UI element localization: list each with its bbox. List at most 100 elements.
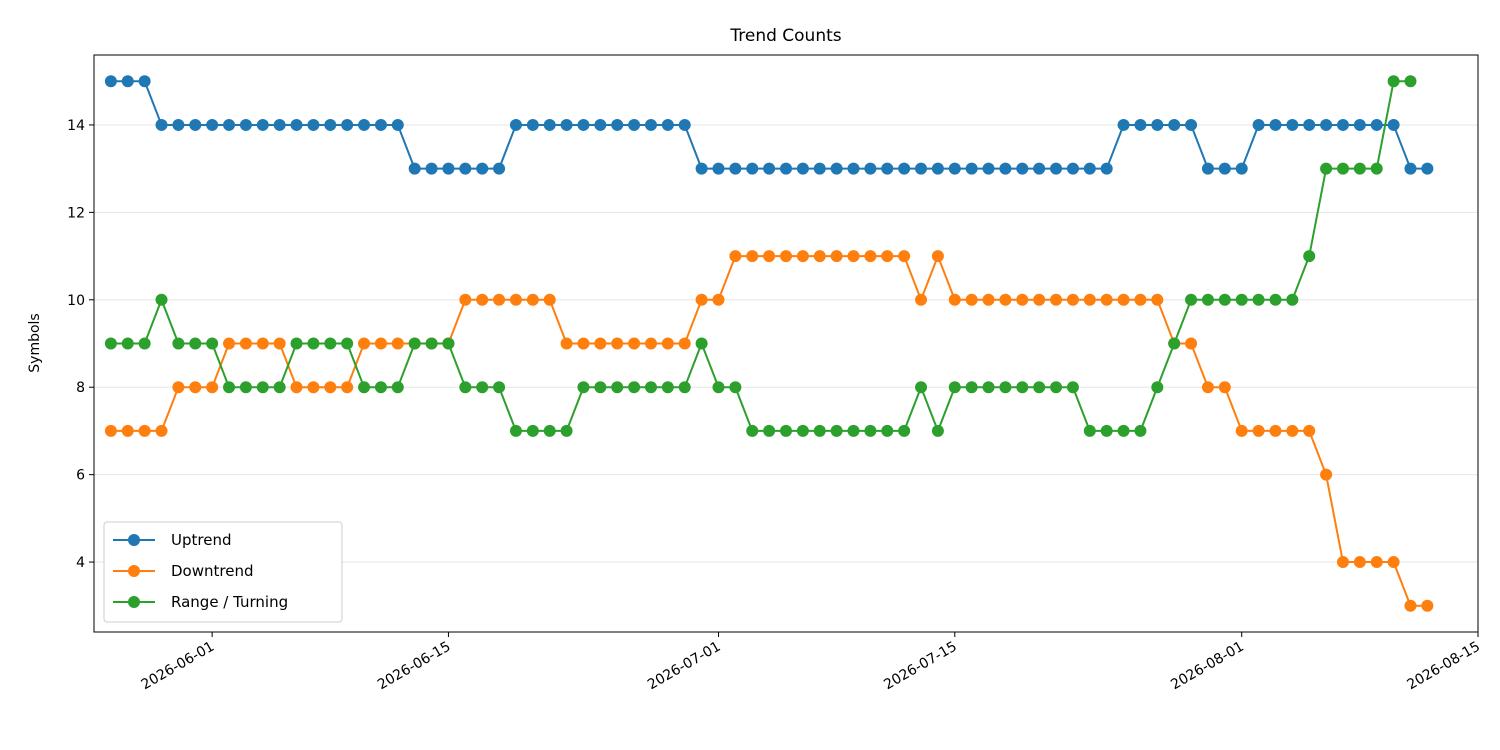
data-point bbox=[1218, 381, 1231, 394]
data-point bbox=[1185, 118, 1198, 131]
data-point bbox=[459, 381, 472, 394]
data-point bbox=[864, 424, 877, 437]
data-point bbox=[374, 337, 387, 350]
data-point bbox=[476, 381, 489, 394]
data-point bbox=[729, 381, 742, 394]
data-point bbox=[1134, 293, 1147, 306]
data-point bbox=[1370, 118, 1383, 131]
data-point bbox=[358, 381, 371, 394]
data-point bbox=[830, 162, 843, 175]
data-point bbox=[324, 381, 337, 394]
data-point bbox=[459, 293, 472, 306]
data-point bbox=[1404, 162, 1417, 175]
legend-marker bbox=[128, 534, 140, 546]
data-point bbox=[374, 118, 387, 131]
data-point bbox=[1168, 337, 1181, 350]
y-axis-label: Symbols bbox=[27, 313, 43, 372]
data-point bbox=[324, 337, 337, 350]
data-point bbox=[121, 75, 134, 88]
data-point bbox=[1235, 162, 1248, 175]
y-tick-label: 12 bbox=[67, 205, 85, 221]
data-point bbox=[172, 118, 185, 131]
data-point bbox=[712, 162, 725, 175]
data-point bbox=[1336, 162, 1349, 175]
data-point bbox=[1320, 468, 1333, 481]
data-point bbox=[796, 250, 809, 263]
data-point bbox=[881, 424, 894, 437]
data-point bbox=[898, 424, 911, 437]
data-point bbox=[1100, 293, 1113, 306]
data-point bbox=[898, 162, 911, 175]
data-point bbox=[1252, 293, 1265, 306]
data-point bbox=[628, 337, 641, 350]
legend-label: Uptrend bbox=[171, 531, 231, 549]
data-point bbox=[1269, 118, 1282, 131]
data-point bbox=[1066, 162, 1079, 175]
y-tick-label: 8 bbox=[76, 380, 85, 396]
legend-box bbox=[103, 521, 343, 623]
data-point bbox=[1286, 118, 1299, 131]
data-point bbox=[104, 75, 117, 88]
data-point bbox=[1185, 293, 1198, 306]
data-point bbox=[1370, 162, 1383, 175]
data-point bbox=[391, 118, 404, 131]
data-point bbox=[543, 293, 556, 306]
data-point bbox=[1066, 381, 1079, 394]
data-point bbox=[1201, 162, 1214, 175]
data-point bbox=[1185, 337, 1198, 350]
data-point bbox=[746, 424, 759, 437]
data-point bbox=[813, 250, 826, 263]
data-point bbox=[239, 381, 252, 394]
data-point bbox=[796, 162, 809, 175]
data-point bbox=[1252, 424, 1265, 437]
y-tick-label: 4 bbox=[76, 555, 85, 571]
data-point bbox=[965, 381, 978, 394]
data-point bbox=[915, 162, 928, 175]
data-point bbox=[780, 250, 792, 263]
data-point bbox=[678, 381, 691, 394]
data-point bbox=[206, 381, 219, 394]
data-point bbox=[239, 118, 252, 131]
data-point bbox=[493, 162, 506, 175]
data-point bbox=[763, 162, 776, 175]
data-point bbox=[307, 337, 320, 350]
data-point bbox=[864, 162, 877, 175]
data-point bbox=[999, 381, 1012, 394]
data-point bbox=[509, 293, 522, 306]
data-point bbox=[121, 424, 134, 437]
data-point bbox=[661, 337, 674, 350]
data-point bbox=[678, 337, 691, 350]
data-point bbox=[290, 337, 303, 350]
data-point bbox=[982, 381, 995, 394]
data-point bbox=[1117, 293, 1130, 306]
legend-marker bbox=[128, 565, 140, 577]
data-point bbox=[1168, 118, 1181, 131]
data-point bbox=[1252, 118, 1265, 131]
data-point bbox=[982, 293, 995, 306]
data-point bbox=[104, 337, 117, 350]
data-point bbox=[780, 424, 792, 437]
data-point bbox=[780, 162, 792, 175]
data-point bbox=[1151, 293, 1164, 306]
data-point bbox=[1066, 293, 1079, 306]
data-point bbox=[712, 381, 725, 394]
data-point bbox=[307, 118, 320, 131]
data-point bbox=[256, 381, 269, 394]
data-point bbox=[898, 250, 911, 263]
data-point bbox=[644, 381, 657, 394]
data-point bbox=[1050, 293, 1063, 306]
data-point bbox=[341, 337, 354, 350]
data-point bbox=[796, 424, 809, 437]
data-point bbox=[273, 118, 286, 131]
data-point bbox=[661, 118, 674, 131]
data-point bbox=[594, 118, 607, 131]
data-point bbox=[864, 250, 877, 263]
data-point bbox=[256, 118, 269, 131]
data-point bbox=[678, 118, 691, 131]
plot-frame bbox=[93, 54, 1479, 633]
legend-label: Downtrend bbox=[171, 562, 253, 580]
data-point bbox=[1117, 424, 1130, 437]
data-point bbox=[965, 162, 978, 175]
data-point bbox=[560, 337, 573, 350]
series-0 bbox=[104, 75, 1434, 175]
